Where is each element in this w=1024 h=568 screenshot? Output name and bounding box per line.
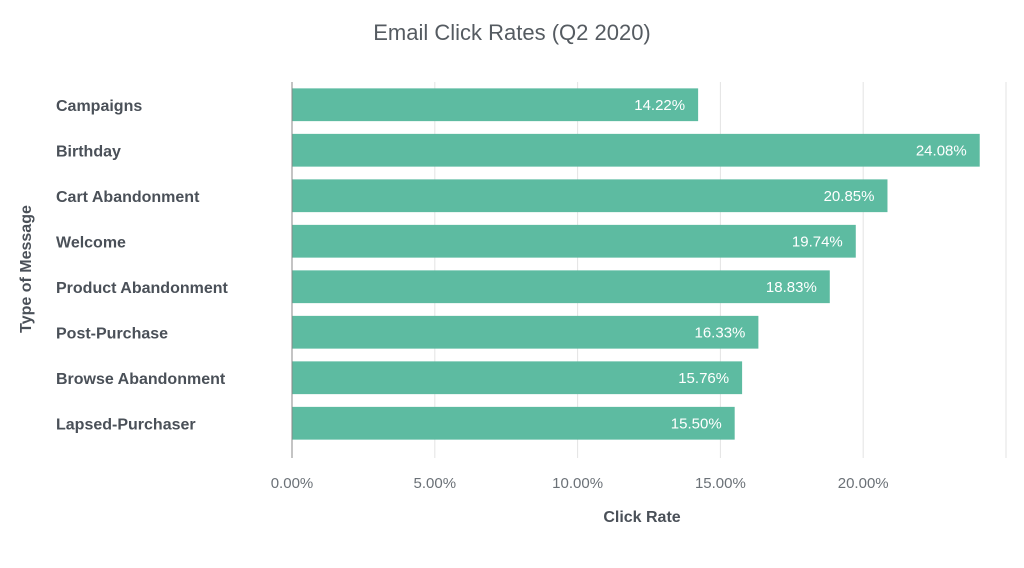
x-tick-label: 20.00% bbox=[838, 475, 889, 492]
bar bbox=[292, 88, 699, 122]
bar-value-label: 15.76% bbox=[678, 370, 729, 387]
category-label: Lapsed-Purchaser bbox=[56, 416, 196, 433]
bar bbox=[292, 315, 759, 349]
bar-value-label: 18.83% bbox=[766, 279, 817, 296]
bar bbox=[292, 179, 888, 213]
category-label: Campaigns bbox=[56, 98, 142, 115]
category-label: Cart Abandonment bbox=[56, 189, 200, 206]
chart-title: Email Click Rates (Q2 2020) bbox=[373, 20, 651, 45]
bars: 14.22% 24.08% 20.85% 19.74% 18.83% 16.33% 15.7… bbox=[292, 88, 980, 440]
bar bbox=[292, 406, 735, 440]
bar bbox=[292, 133, 980, 167]
x-axis-title: Click Rate bbox=[603, 509, 680, 526]
x-tick-label: 15.00% bbox=[695, 475, 746, 492]
bar-value-label: 24.08% bbox=[916, 142, 967, 159]
category-label: Welcome bbox=[56, 234, 126, 251]
bar bbox=[292, 270, 830, 304]
bar-value-label: 14.22% bbox=[634, 97, 685, 114]
bar-value-label: 15.50% bbox=[671, 415, 722, 432]
y-axis-title: Type of Message bbox=[18, 205, 35, 333]
bar-value-label: 19.74% bbox=[792, 233, 843, 250]
x-tick-label: 0.00% bbox=[271, 475, 314, 492]
bar bbox=[292, 361, 743, 395]
x-tick-labels: 0.00% 5.00% 10.00% 15.00% 20.00% bbox=[271, 475, 889, 492]
category-labels: Campaigns Birthday Cart Abandonment Welcome… bbox=[56, 98, 229, 434]
x-tick-label: 5.00% bbox=[414, 475, 457, 492]
bar-value-label: 16.33% bbox=[695, 324, 746, 341]
category-label: Birthday bbox=[56, 143, 121, 160]
bar-value-label: 20.85% bbox=[824, 188, 875, 205]
category-label: Browse Abandonment bbox=[56, 371, 226, 388]
category-label: Post-Purchase bbox=[56, 325, 168, 342]
bar bbox=[292, 224, 856, 258]
x-tick-label: 10.00% bbox=[552, 475, 603, 492]
category-label: Product Abandonment bbox=[56, 280, 229, 297]
